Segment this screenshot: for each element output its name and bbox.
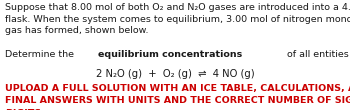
Text: Determine the: Determine the xyxy=(5,50,77,59)
Text: Suppose that 8.00 mol of both O₂ and N₂O gases are introduced into a 4.00 L clos: Suppose that 8.00 mol of both O₂ and N₂O… xyxy=(5,3,350,12)
Text: gas has formed, shown below.: gas has formed, shown below. xyxy=(5,26,149,35)
Text: UPLOAD A FULL SOLUTION WITH AN ICE TABLE, CALCULATIONS, AND: UPLOAD A FULL SOLUTION WITH AN ICE TABLE… xyxy=(5,84,350,93)
Text: FINAL ANSWERS WITH UNITS AND THE CORRECT NUMBER OF SIGNIFCANT: FINAL ANSWERS WITH UNITS AND THE CORRECT… xyxy=(5,96,350,105)
Text: DIGITS.: DIGITS. xyxy=(5,109,45,110)
Text: 2 N₂O (g)  +  O₂ (g)  ⇌  4 NO (g): 2 N₂O (g) + O₂ (g) ⇌ 4 NO (g) xyxy=(96,69,254,79)
Text: of all entities in the flask.: of all entities in the flask. xyxy=(284,50,350,59)
Text: flask. When the system comes to equilibrium, 3.00 mol of nitrogen monoxide (NO): flask. When the system comes to equilibr… xyxy=(5,15,350,24)
Text: equilibrium concentrations: equilibrium concentrations xyxy=(98,50,243,59)
